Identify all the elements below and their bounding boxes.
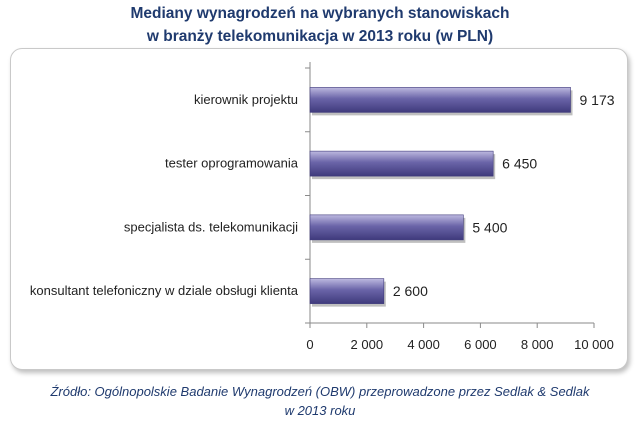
value-label: 6 450 [502, 156, 537, 172]
category-label: tester oprogramowania [165, 156, 299, 171]
category-label: kierownik projektu [194, 92, 298, 107]
chart-title-line-1: Mediany wynagrodzeń na wybranych stanowi… [130, 5, 510, 22]
x-tick-label: 6 000 [464, 337, 497, 352]
bar [309, 214, 464, 241]
value-label: 2 600 [393, 283, 428, 299]
bar [309, 278, 385, 304]
source-note: Źródło: Ogólnopolskie Badanie Wynagrodze… [0, 382, 640, 420]
value-label: 9 173 [580, 92, 615, 108]
source-line-1: Źródło: Ogólnopolskie Badanie Wynagrodze… [50, 384, 590, 399]
x-tick-label: 0 [306, 337, 313, 352]
source-line-2: w 2013 roku [284, 403, 356, 418]
bar [309, 87, 571, 113]
value-label: 5 400 [472, 219, 507, 235]
bar [309, 150, 494, 177]
x-tick-label: 10 000 [574, 337, 614, 352]
x-tick-label: 8 000 [521, 337, 554, 352]
category-label: specjalista ds. telekomunikacji [124, 219, 298, 234]
chart-title: Mediany wynagrodzeń na wybranych stanowi… [0, 2, 640, 48]
chart-title-line-2: w branży telekomunikacja w 2013 roku (w … [146, 28, 494, 45]
category-label: konsultant telefoniczny w dziale obsługi… [30, 283, 299, 298]
x-tick-label: 4 000 [407, 337, 440, 352]
x-tick-label: 2 000 [351, 337, 384, 352]
